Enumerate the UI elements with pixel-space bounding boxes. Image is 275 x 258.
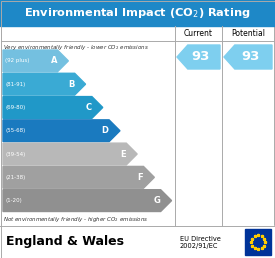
Bar bbox=[1, 26, 274, 226]
Text: (39-54): (39-54) bbox=[5, 151, 25, 157]
Text: (81-91): (81-91) bbox=[5, 82, 25, 87]
Text: EU Directive: EU Directive bbox=[180, 236, 221, 242]
Polygon shape bbox=[3, 120, 120, 142]
Text: G: G bbox=[153, 196, 160, 205]
Text: Potential: Potential bbox=[232, 29, 265, 38]
Text: (92 plus): (92 plus) bbox=[5, 58, 29, 63]
Bar bbox=[0, 0, 275, 26]
Text: D: D bbox=[101, 126, 109, 135]
Text: F: F bbox=[137, 173, 143, 182]
Text: Very environmentally friendly - lower CO$_2$ emissions: Very environmentally friendly - lower CO… bbox=[3, 43, 149, 52]
Polygon shape bbox=[224, 45, 272, 69]
Text: (55-68): (55-68) bbox=[5, 128, 25, 133]
Text: (21-38): (21-38) bbox=[5, 175, 25, 180]
Polygon shape bbox=[177, 45, 220, 69]
Text: Not environmentally friendly - higher CO$_2$ emissions: Not environmentally friendly - higher CO… bbox=[3, 215, 148, 224]
Text: (69-80): (69-80) bbox=[5, 105, 25, 110]
Text: 93: 93 bbox=[241, 51, 259, 63]
Text: England & Wales: England & Wales bbox=[6, 236, 124, 248]
Bar bbox=[245, 229, 271, 255]
Text: Environmental Impact (CO$_2$) Rating: Environmental Impact (CO$_2$) Rating bbox=[24, 6, 251, 20]
Text: B: B bbox=[68, 80, 74, 89]
Bar bbox=[0, 226, 275, 258]
Text: Current: Current bbox=[184, 29, 213, 38]
Polygon shape bbox=[3, 143, 137, 165]
Text: E: E bbox=[120, 150, 126, 158]
Text: C: C bbox=[85, 103, 91, 112]
Text: 93: 93 bbox=[191, 51, 210, 63]
Polygon shape bbox=[3, 73, 86, 95]
Text: 2002/91/EC: 2002/91/EC bbox=[180, 243, 219, 249]
Polygon shape bbox=[3, 50, 68, 72]
Polygon shape bbox=[3, 96, 103, 118]
Text: A: A bbox=[51, 57, 57, 65]
Polygon shape bbox=[3, 166, 154, 188]
Polygon shape bbox=[3, 190, 172, 212]
Text: (1-20): (1-20) bbox=[5, 198, 22, 203]
